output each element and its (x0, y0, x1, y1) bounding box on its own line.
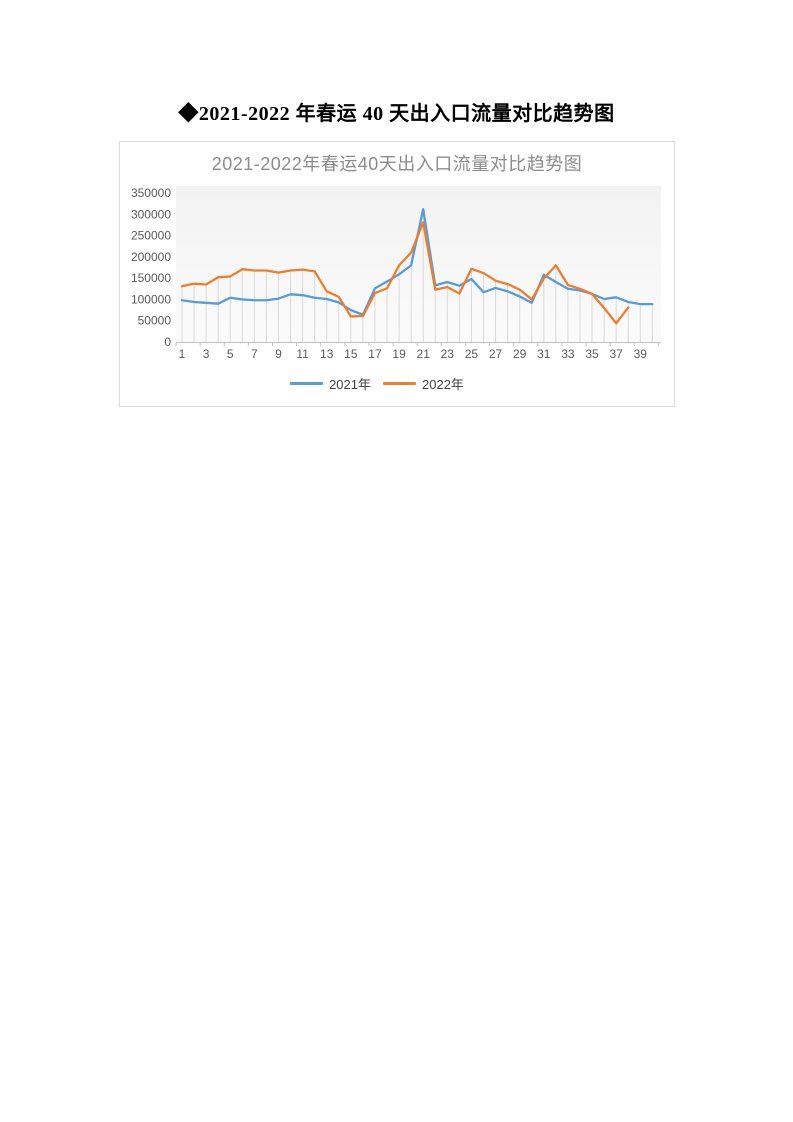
legend-line-swatch-2021 (290, 382, 324, 385)
chart-title: 2021-2022年春运40天出入口流量对比趋势图 (211, 154, 583, 174)
x-axis-label: 17 (368, 347, 382, 361)
y-axis-label: 250000 (131, 229, 171, 243)
x-axis-label: 29 (513, 347, 527, 361)
x-axis-label: 37 (609, 347, 623, 361)
chart-frame[interactable]: 0 50000 100000 150000 200000 250000 300000 3500… (119, 141, 675, 407)
x-axis-label: 27 (489, 347, 503, 361)
x-axis-label: 7 (251, 347, 258, 361)
x-axis-label: 19 (392, 347, 406, 361)
x-axis-label: 25 (465, 347, 479, 361)
legend-line-swatch-2022 (383, 382, 416, 385)
x-axis (175, 342, 661, 346)
legend-item-2021: 2021年 (290, 374, 371, 393)
legend-label-2022: 2022年 (422, 377, 464, 392)
x-axis-label: 3 (203, 347, 210, 361)
x-axis-label: 39 (634, 347, 648, 361)
x-axis-label: 13 (320, 347, 334, 361)
y-axis-label: 0 (164, 335, 171, 349)
legend-label-2021: 2021年 (329, 377, 371, 392)
x-axis-label: 21 (417, 347, 431, 361)
x-axis-label: 35 (585, 347, 599, 361)
y-axis-label: 100000 (131, 292, 171, 306)
page-title: ◆2021-2022 年春运 40 天出入口流量对比趋势图 (178, 103, 615, 125)
y-axis-labels: 0 50000 100000 150000 200000 250000 300000 3500… (131, 186, 171, 349)
y-axis-label: 200000 (131, 250, 171, 264)
x-axis-label: 9 (275, 347, 282, 361)
x-axis-label: 5 (227, 347, 234, 361)
x-axis-label: 15 (344, 347, 358, 361)
chart-legend: 2021年 2022年 (100, 374, 654, 393)
x-axis-label: 11 (296, 347, 309, 361)
series-line-2022 (180, 221, 630, 325)
legend-item-2022: 2022年 (383, 374, 464, 393)
x-axis-label: 23 (441, 347, 455, 361)
x-axis-label: 33 (561, 347, 575, 361)
y-axis-label: 150000 (131, 271, 171, 285)
x-axis-label: 31 (537, 347, 551, 361)
y-axis-label: 50000 (138, 314, 172, 328)
y-axis-label: 350000 (131, 186, 171, 200)
plot-layers: 0 50000 100000 150000 200000 250000 300000 3500… (131, 186, 661, 361)
y-axis-label: 300000 (131, 207, 171, 221)
x-axis-labels: 1 3 5 7 9 11 13 15 17 19 21 23 25 27 29 31 33 35 37 39 (179, 347, 648, 361)
x-axis-label: 1 (179, 347, 186, 361)
chart-plot: 0 50000 100000 150000 200000 250000 300000 3500… (131, 186, 661, 361)
